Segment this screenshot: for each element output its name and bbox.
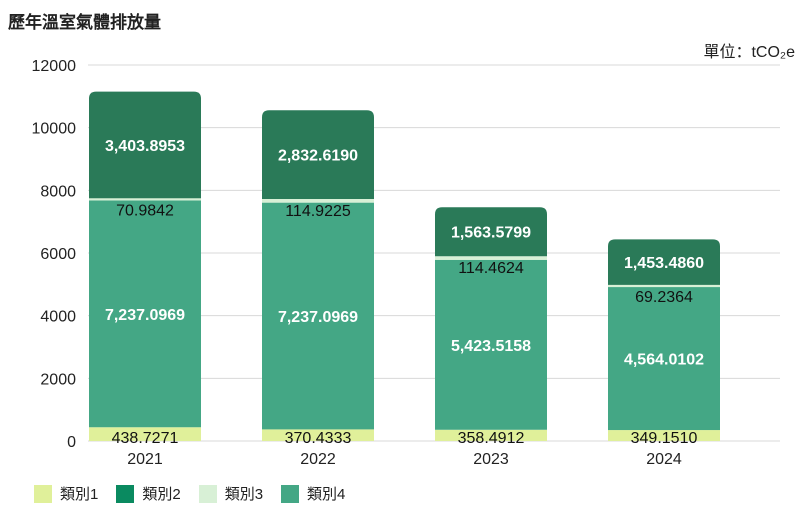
data-label: 1,453.4860 — [624, 255, 704, 272]
data-label: 114.9225 — [285, 203, 351, 220]
x-tick-label: 2024 — [646, 451, 682, 468]
y-tick-label: 6000 — [40, 246, 76, 263]
legend-item-cat4: 類別4 — [281, 483, 345, 504]
data-label: 70.9842 — [116, 202, 174, 219]
legend-item-cat3: 類別3 — [199, 483, 263, 504]
data-label: 7,237.0969 — [278, 309, 358, 326]
legend-label-cat2: 類別2 — [142, 483, 180, 504]
legend: 類別1 類別2 類別3 類別4 — [34, 483, 345, 504]
legend-label-cat4: 類別4 — [307, 483, 345, 504]
legend-swatch-cat1 — [34, 485, 52, 503]
legend-swatch-cat2 — [116, 485, 134, 503]
y-tick-label: 4000 — [40, 309, 76, 326]
y-tick-label: 2000 — [40, 371, 76, 388]
data-label: 69.2364 — [635, 289, 693, 306]
data-label: 114.4624 — [458, 260, 524, 277]
data-label: 370.4333 — [285, 430, 352, 447]
data-label: 358.4912 — [458, 430, 525, 447]
data-label: 1,563.5799 — [451, 225, 531, 242]
legend-swatch-cat3 — [199, 485, 217, 503]
legend-label-cat3: 類別3 — [225, 483, 263, 504]
data-label: 349.1510 — [631, 430, 698, 447]
legend-swatch-cat4 — [281, 485, 299, 503]
x-tick-label: 2023 — [473, 451, 509, 468]
x-tick-label: 2021 — [127, 451, 163, 468]
data-label: 438.7271 — [112, 430, 179, 447]
y-tick-label: 0 — [67, 434, 76, 451]
legend-label-cat1: 類別1 — [60, 483, 98, 504]
data-label: 4,564.0102 — [624, 352, 704, 369]
data-label: 5,423.5158 — [451, 338, 531, 355]
x-tick-label: 2022 — [300, 451, 336, 468]
legend-item-cat2: 類別2 — [116, 483, 180, 504]
legend-item-cat1: 類別1 — [34, 483, 98, 504]
stacked-bar-chart: 0 2000 4000 6000 8000 10000 12000 438.7271 7,237… — [0, 0, 805, 480]
data-label: 3,403.8953 — [105, 138, 185, 155]
y-tick-label: 12000 — [32, 58, 77, 75]
data-label: 2,832.6190 — [278, 148, 358, 165]
y-tick-label: 10000 — [32, 121, 77, 138]
y-tick-label: 8000 — [40, 183, 76, 200]
data-label: 7,237.0969 — [105, 307, 185, 324]
